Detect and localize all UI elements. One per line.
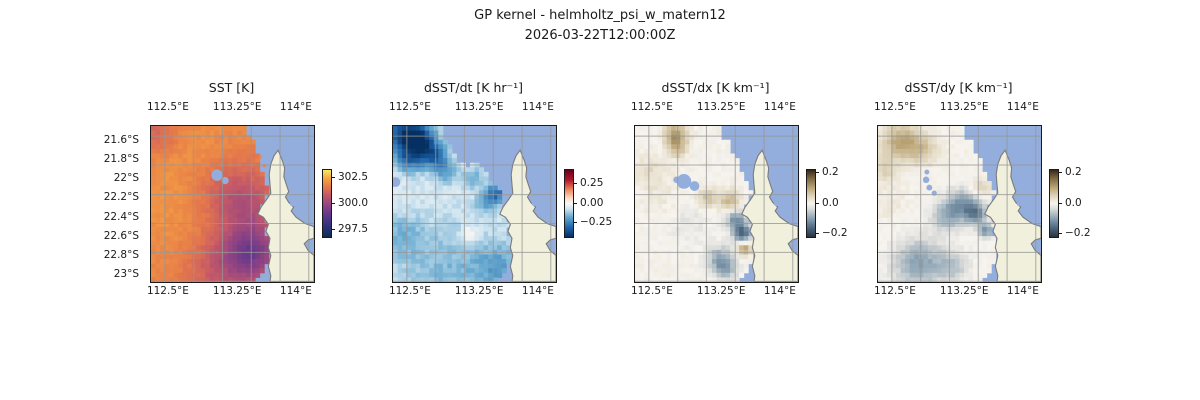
colorbar-dsst-dx: 0.2 0.0 −0.2 (806, 166, 870, 239)
x-tick-label: 112.5°E (873, 285, 916, 297)
panel-title: dSST/dy [K km⁻¹] (904, 80, 1013, 95)
y-tick-label: 21.6°S (103, 133, 139, 146)
x-tick-label: 112.5°E (873, 101, 916, 113)
colorbar-tick (332, 229, 335, 231)
colorbar-gradient (564, 169, 574, 238)
x-tick-label: 113.25°E (939, 101, 989, 113)
panel-title: dSST/dt [K hr⁻¹] (423, 80, 524, 95)
y-tick-label: 22.2°S (103, 191, 139, 204)
colorbar-gradient (322, 169, 332, 238)
x-tick-label: 113.25°E (212, 285, 262, 297)
colorbar-tick (1059, 172, 1062, 174)
colorbar-dsst-dy: 0.2 0.0 −0.2 (1049, 166, 1113, 239)
colorbar-tick (816, 232, 819, 234)
colorbar-tick (816, 172, 819, 174)
colorbar-tick-label: −0.25 (580, 216, 613, 229)
x-tick-label: 112.5°E (146, 285, 189, 297)
y-tick-label: 22.8°S (103, 248, 139, 261)
colorbar-tick (816, 202, 819, 204)
colorbar-dsst-dt: 0.25 0.00 −0.25 (564, 169, 628, 238)
colorbar-tick-label: 0.00 (580, 196, 604, 209)
x-tick-label: 114°E (521, 285, 554, 297)
y-tick-label: 21.8°S (103, 153, 139, 165)
colorbar-tick-label: 297.5 (338, 223, 369, 236)
colorbar-tick-label: 0.25 (580, 176, 604, 189)
x-tick-label: 114°E (279, 285, 312, 297)
x-tick-label: 112.5°E (388, 101, 431, 113)
colorbar-gradient (806, 169, 816, 238)
map-canvas-dsst-dx (634, 125, 799, 283)
y-tick-label: 22.4°S (103, 210, 139, 223)
x-tick-label: 113.25°E (696, 101, 746, 113)
x-axis-bottom-ticks: 112.5°E 113.25°E 114°E (146, 285, 313, 299)
x-tick-label: 114°E (1006, 101, 1039, 113)
colorbar-tick-label: −0.2 (1065, 226, 1091, 239)
colorbar-gradient (1049, 169, 1059, 238)
x-axis-bottom-ticks: 112.5°E 113.25°E 114°E (388, 285, 555, 299)
colorbar-tick-label: 0.0 (1065, 196, 1082, 209)
x-tick-label: 113.25°E (454, 285, 504, 297)
x-axis-top-ticks: 112.5°E 113.25°E 114°E (146, 101, 313, 115)
colorbar-tick-label: 300.0 (338, 197, 369, 210)
panel-title: SST [K] (208, 80, 255, 95)
map-canvas-dsst-dt (392, 125, 557, 283)
x-tick-label: 113.25°E (939, 285, 989, 297)
colorbar-sst: 302.5 300.0 297.5 (322, 169, 386, 238)
panel-dsst-dx: dSST/dx [K km⁻¹] 112.5°E 113.25°E 114°E 11… (630, 0, 848, 320)
y-axis-ticks: 21.6°S 21.8°S 22°S 22.2°S 22.4°S 22.6°S 22.8°S… (90, 125, 144, 281)
panel-dsst-dy: dSST/dy [K km⁻¹] 112.5°E 113.25°E 114°E 11… (873, 0, 1091, 320)
x-tick-label: 114°E (763, 101, 796, 113)
map-canvas-dsst-dy (877, 125, 1042, 283)
colorbar-tick-label: 0.2 (822, 166, 839, 179)
y-tick-label: 23°S (113, 268, 139, 281)
figure-subtitle: 2026-03-22T12:00:00Z (524, 28, 676, 43)
x-axis-bottom-ticks: 112.5°E 113.25°E 114°E (873, 285, 1040, 299)
colorbar-tick (1059, 202, 1062, 204)
panel-dsst-dt: dSST/dt [K hr⁻¹] 112.5°E 113.25°E 114°E 11… (388, 0, 612, 320)
x-axis-top-ticks: 112.5°E 113.25°E 114°E (388, 101, 555, 115)
x-tick-label: 114°E (763, 285, 796, 297)
y-tick-label: 22.6°S (103, 229, 139, 242)
colorbar-tick (1059, 232, 1062, 234)
x-tick-label: 112.5°E (388, 285, 431, 297)
panel-title: dSST/dx [K km⁻¹] (661, 80, 770, 95)
colorbar-tick (332, 177, 335, 179)
x-tick-label: 112.5°E (630, 101, 673, 113)
x-tick-label: 113.25°E (212, 101, 262, 113)
colorbar-tick (574, 202, 577, 204)
x-tick-label: 114°E (1006, 285, 1039, 297)
x-tick-label: 114°E (521, 101, 554, 113)
colorbar-tick (574, 222, 577, 224)
x-axis-top-ticks: 112.5°E 113.25°E 114°E (630, 101, 797, 115)
colorbar-tick-label: 0.0 (822, 196, 839, 209)
panel-sst: SST [K] 112.5°E 113.25°E 114°E 21.6°S 21.8°… (104, 0, 368, 320)
x-tick-label: 114°E (279, 101, 312, 113)
figure-title: GP kernel - helmholtz_psi_w_matern12 (474, 8, 726, 23)
x-axis-top-ticks: 112.5°E 113.25°E 114°E (873, 101, 1040, 115)
x-tick-label: 113.25°E (696, 285, 746, 297)
x-axis-bottom-ticks: 112.5°E 113.25°E 114°E (630, 285, 797, 299)
x-tick-label: 112.5°E (146, 101, 189, 113)
x-tick-label: 113.25°E (454, 101, 504, 113)
colorbar-tick (332, 203, 335, 205)
colorbar-tick-label: 0.2 (1065, 166, 1082, 179)
map-canvas-sst (150, 125, 315, 283)
x-tick-label: 112.5°E (630, 285, 673, 297)
y-tick-label: 22°S (113, 172, 139, 185)
colorbar-tick-label: −0.2 (822, 226, 848, 239)
colorbar-tick-label: 302.5 (338, 171, 369, 184)
colorbar-tick (574, 182, 577, 184)
